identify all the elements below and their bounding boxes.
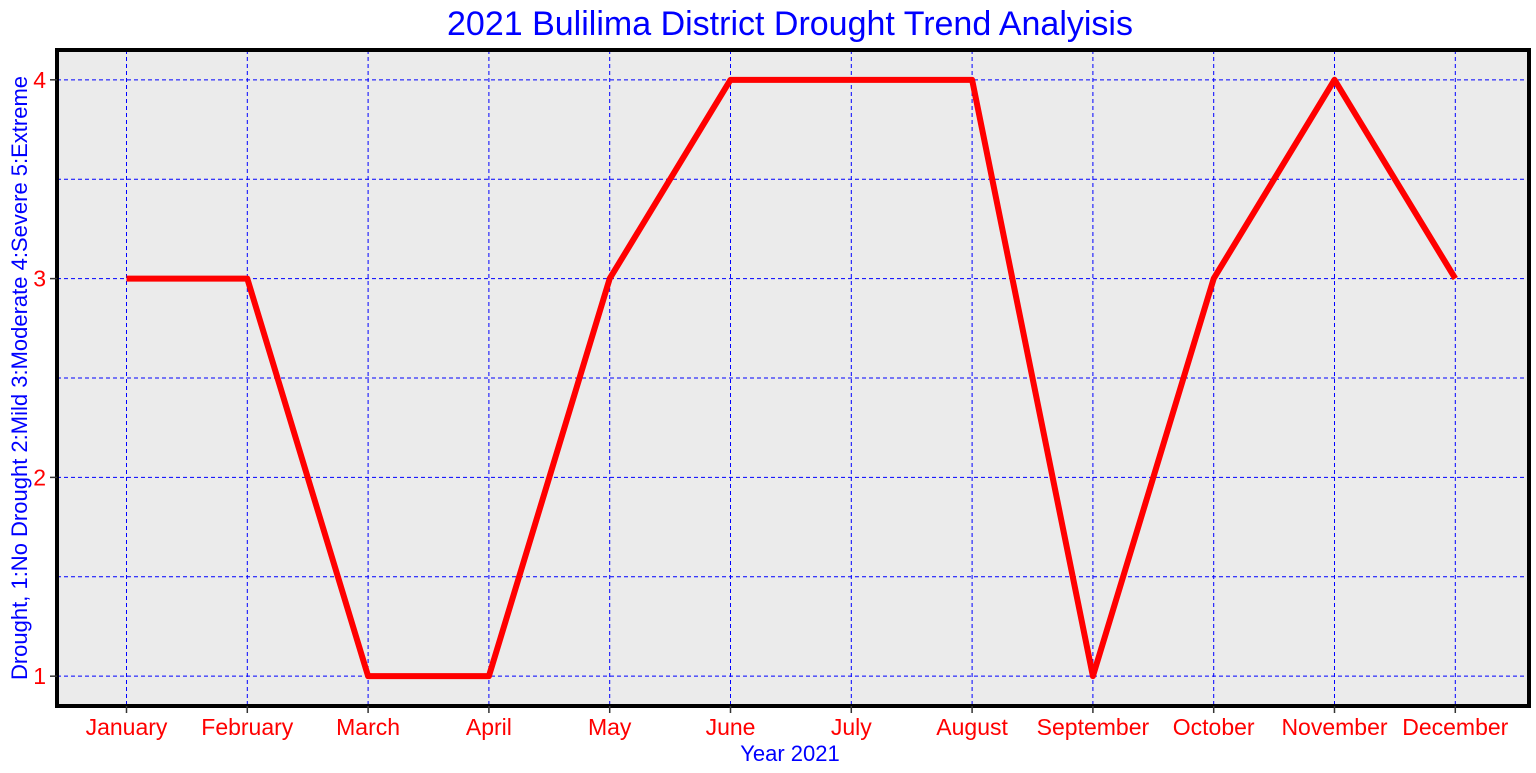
y-tick-label: 4 — [33, 67, 46, 93]
x-axis-label: Year 2021 — [740, 741, 840, 766]
x-tick-label: August — [936, 714, 1008, 740]
series-lines — [126, 76, 1458, 680]
x-tick-label: May — [588, 714, 632, 740]
x-tick-label: October — [1173, 714, 1255, 740]
x-tick-label: December — [1402, 714, 1508, 740]
x-tick-label: November — [1281, 714, 1387, 740]
plot-frame — [55, 48, 1531, 708]
y-tick-label: 2 — [33, 464, 46, 490]
series-line — [126, 76, 1458, 680]
grid-lines — [57, 50, 1529, 706]
x-tick-label: April — [466, 714, 512, 740]
x-tick-label: July — [831, 714, 872, 740]
x-tick-label: June — [706, 714, 756, 740]
x-tick-label: September — [1037, 714, 1150, 740]
x-tick-labels: January February March April May June July Augu… — [86, 706, 1509, 740]
chart-title: 2021 Bulilima District Drought Trend Ana… — [447, 5, 1133, 43]
x-tick-label: January — [86, 714, 168, 740]
y-tick-labels: 1 2 3 4 — [33, 67, 57, 689]
y-axis-label: Drought, 1:No Drought 2:Mild 3:Moderate … — [7, 76, 32, 680]
y-tick-label: 1 — [33, 663, 46, 689]
x-tick-label: March — [336, 714, 400, 740]
x-tick-label: February — [201, 714, 294, 740]
y-tick-label: 3 — [33, 266, 46, 292]
